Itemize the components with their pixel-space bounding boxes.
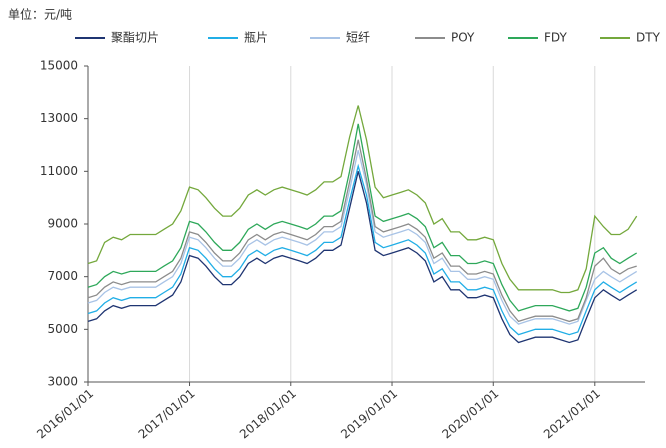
series-line (87, 150, 638, 325)
unit-label: 单位：元/吨 (8, 7, 72, 22)
y-tick-label: 7000 (47, 269, 78, 283)
legend-label: 瓶片 (244, 31, 268, 45)
legend-label: 短纤 (346, 31, 370, 45)
x-tick-label: 2019/01/01 (338, 386, 400, 441)
legend-label: POY (451, 31, 475, 45)
legend-label: DTY (636, 31, 661, 45)
x-tick-label: 2021/01/01 (541, 386, 603, 441)
series-line (87, 163, 638, 336)
x-tick-label: 2020/01/01 (439, 386, 501, 441)
series-line (87, 171, 638, 344)
series-line (87, 123, 638, 312)
series-line (87, 139, 637, 323)
x-tick-label: 2016/01/01 (34, 386, 96, 441)
y-tick-label: 3000 (47, 375, 78, 389)
legend-label: 聚酯切片 (111, 31, 159, 45)
y-tick-label: 13000 (40, 111, 78, 125)
y-tick-label: 15000 (40, 59, 78, 73)
y-tick-label: 5000 (47, 322, 78, 336)
legend-label: FDY (544, 31, 567, 45)
series-line (87, 105, 638, 294)
y-tick-label: 9000 (47, 217, 78, 231)
x-tick-label: 2017/01/01 (136, 386, 198, 441)
x-tick-label: 2018/01/01 (237, 386, 299, 441)
y-tick-label: 11000 (40, 164, 78, 178)
